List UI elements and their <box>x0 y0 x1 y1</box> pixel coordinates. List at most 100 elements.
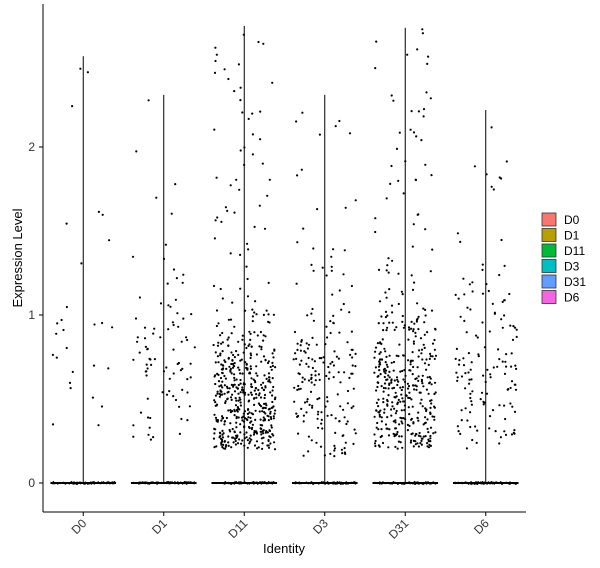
data-point-D11 <box>271 364 274 367</box>
data-point-D31 <box>424 421 427 424</box>
data-point-D31 <box>417 110 420 113</box>
data-point-D3 <box>311 366 314 370</box>
x-tick-label-D6: D6 <box>471 516 492 537</box>
data-point-D11 <box>262 436 265 439</box>
legend-label-D0: D0 <box>564 213 580 227</box>
data-point-D11 <box>265 404 268 407</box>
data-point-D11 <box>231 301 234 304</box>
data-point-D11 <box>249 356 252 360</box>
data-point-D11 <box>258 410 261 413</box>
data-point-D11 <box>227 435 230 438</box>
data-point-D11 <box>262 334 265 337</box>
data-point-D11 <box>268 435 271 438</box>
data-point-D31 <box>426 376 429 379</box>
data-point-D31 <box>421 374 424 377</box>
data-point-D11 <box>251 133 254 136</box>
data-point-D11 <box>256 374 259 377</box>
data-point-D31 <box>419 402 422 405</box>
data-point-D31 <box>408 413 411 416</box>
data-point-D11 <box>234 439 237 443</box>
data-point-D11 <box>214 59 217 63</box>
data-point-D31 <box>385 269 388 272</box>
data-point-D6 <box>489 376 492 379</box>
data-point-D31 <box>394 445 397 448</box>
data-point-D6 <box>466 306 469 309</box>
data-point-D31 <box>390 381 393 384</box>
data-point-D31 <box>379 341 382 344</box>
data-point-D3 <box>325 325 328 328</box>
data-point-D11 <box>241 419 244 422</box>
data-point-D11 <box>231 366 235 369</box>
data-point-D31 <box>400 393 403 396</box>
data-point-D11 <box>249 338 252 341</box>
data-point-D31 <box>374 439 377 443</box>
data-point-D11 <box>249 440 252 443</box>
data-point-D11 <box>233 90 236 93</box>
data-point-D11 <box>260 430 263 433</box>
data-point-D11 <box>239 99 242 102</box>
data-point-D31 <box>390 304 394 307</box>
data-point-D11 <box>232 436 235 439</box>
data-point-D31 <box>401 320 404 323</box>
data-point-D11 <box>219 287 222 291</box>
data-point-D31 <box>373 433 376 436</box>
data-point-D11 <box>272 385 275 389</box>
data-point-D11 <box>264 335 267 338</box>
data-point-D6 <box>512 325 515 328</box>
data-point-D6 <box>515 328 518 331</box>
data-point-D11 <box>269 412 272 415</box>
data-point-D3 <box>341 452 344 455</box>
data-point-D11 <box>247 425 251 429</box>
data-point-D11 <box>233 414 236 417</box>
data-point-D11 <box>261 162 264 165</box>
data-point-D31 <box>379 373 382 376</box>
data-point-D31 <box>400 290 403 293</box>
data-point-D3 <box>332 322 335 325</box>
data-point-D11 <box>237 392 240 395</box>
data-point-D6 <box>481 292 485 295</box>
data-point-D1 <box>159 302 163 305</box>
data-point-D31 <box>425 388 428 391</box>
data-point-D11 <box>238 408 241 411</box>
data-point-D11 <box>223 384 226 387</box>
data-point-D31 <box>391 321 394 324</box>
data-point-D31 <box>381 338 384 341</box>
data-point-D31 <box>397 398 400 401</box>
data-point-D6 <box>479 398 482 401</box>
data-point-D11 <box>249 332 252 335</box>
data-point-D11 <box>228 365 231 368</box>
data-point-D31 <box>429 270 432 273</box>
data-point-D3 <box>338 119 341 123</box>
data-point-D11 <box>268 380 271 383</box>
data-point-D3 <box>295 412 298 415</box>
data-point-D11 <box>234 437 237 440</box>
data-point-D11 <box>259 418 262 421</box>
data-point-D31 <box>374 217 377 220</box>
data-point-D11 <box>214 361 217 364</box>
data-point-D11 <box>232 441 235 444</box>
data-point-D3 <box>315 343 318 346</box>
data-point-D31 <box>422 435 425 438</box>
data-point-D3 <box>345 422 348 426</box>
data-point-D6 <box>475 441 478 444</box>
x-tick-label-D3: D3 <box>310 516 331 537</box>
data-point-D31 <box>385 363 388 366</box>
data-point-D11 <box>219 354 222 357</box>
data-point-D11 <box>227 318 230 321</box>
data-point-D11 <box>219 384 223 387</box>
data-point-D11 <box>223 374 226 378</box>
data-point-D11 <box>215 324 218 328</box>
data-point-D6 <box>503 372 507 375</box>
data-point-D11 <box>248 442 251 445</box>
data-point-D11 <box>230 383 233 386</box>
data-point-D11 <box>214 382 217 386</box>
data-point-D31 <box>410 110 413 113</box>
data-point-D11 <box>270 368 273 371</box>
data-point-D11 <box>241 386 244 389</box>
data-point-D11 <box>262 381 265 384</box>
data-point-D11 <box>249 365 252 368</box>
data-point-D11 <box>252 433 256 436</box>
data-point-D31 <box>415 388 418 391</box>
data-point-D3 <box>337 371 340 374</box>
data-point-D31 <box>399 400 402 403</box>
